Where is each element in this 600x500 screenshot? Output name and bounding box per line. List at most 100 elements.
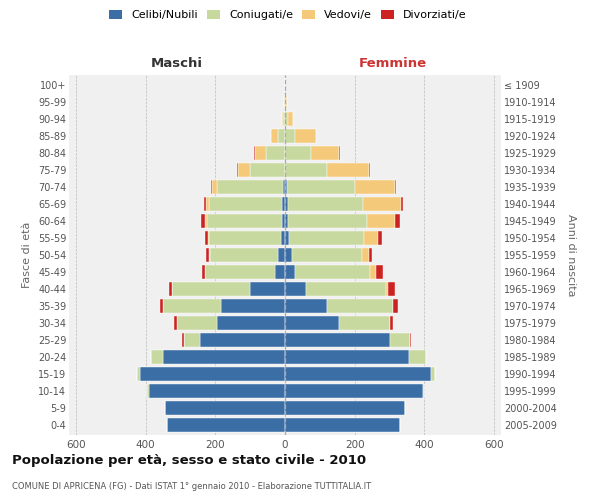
Bar (256, 146, 266, 160)
Bar (285, 163, 327, 177)
Bar (285, 299, 327, 313)
Bar (237, 163, 238, 177)
Bar (281, 214, 285, 228)
Bar (165, 401, 285, 415)
Bar (221, 299, 285, 313)
Bar (282, 112, 283, 126)
Bar (285, 231, 289, 245)
Bar (285, 248, 292, 262)
Text: Popolazione per età, sesso e stato civile - 2010: Popolazione per età, sesso e stato civil… (12, 454, 366, 467)
Bar (200, 333, 285, 347)
Bar (278, 248, 285, 262)
Bar (362, 248, 368, 262)
Bar (210, 248, 278, 262)
Bar (283, 112, 285, 126)
Bar (386, 282, 388, 296)
Bar (285, 112, 288, 126)
Bar (378, 231, 382, 245)
Bar (285, 146, 311, 160)
Bar (148, 384, 149, 398)
Bar (238, 163, 250, 177)
Bar (285, 384, 422, 398)
Text: Maschi: Maschi (151, 57, 203, 70)
Bar (174, 316, 177, 330)
Bar (367, 214, 395, 228)
Bar (389, 333, 410, 347)
Text: Femmine: Femmine (359, 57, 427, 70)
Bar (393, 299, 398, 313)
Bar (209, 248, 210, 262)
Bar (285, 95, 286, 109)
Bar (288, 197, 362, 211)
Bar (167, 418, 285, 432)
Bar (140, 367, 285, 381)
Bar (172, 282, 250, 296)
Bar (217, 316, 285, 330)
Bar (286, 95, 287, 109)
Bar (278, 129, 285, 143)
Text: COMUNE DI APRICENA (FG) - Dati ISTAT 1° gennaio 2010 - Elaborazione TUTTITALIA.I: COMUNE DI APRICENA (FG) - Dati ISTAT 1° … (12, 482, 371, 491)
Bar (395, 214, 400, 228)
Bar (409, 350, 426, 364)
Bar (266, 146, 285, 160)
Bar (306, 282, 386, 296)
Bar (151, 350, 163, 364)
Bar (149, 384, 285, 398)
Legend: Celibi/Nubili, Coniugati/e, Vedovi/e, Divorziati/e: Celibi/Nubili, Coniugati/e, Vedovi/e, Di… (105, 6, 471, 25)
Bar (281, 231, 285, 245)
Bar (284, 95, 285, 109)
Bar (311, 146, 339, 160)
Bar (209, 231, 281, 245)
Bar (422, 384, 424, 398)
Bar (275, 265, 285, 279)
Bar (250, 282, 285, 296)
Bar (410, 333, 412, 347)
Bar (177, 316, 217, 330)
Bar (205, 231, 208, 245)
Bar (327, 163, 368, 177)
Bar (285, 367, 431, 381)
Bar (285, 129, 295, 143)
Bar (389, 316, 393, 330)
Bar (431, 367, 435, 381)
Bar (205, 265, 275, 279)
Bar (292, 248, 362, 262)
Bar (368, 248, 372, 262)
Bar (295, 129, 316, 143)
Bar (285, 197, 288, 211)
Bar (339, 146, 340, 160)
Bar (355, 180, 395, 194)
Bar (285, 214, 289, 228)
Bar (364, 231, 378, 245)
Bar (327, 299, 393, 313)
Bar (217, 180, 283, 194)
Bar (401, 197, 403, 211)
Bar (282, 197, 285, 211)
Bar (287, 180, 355, 194)
Bar (208, 231, 209, 245)
Bar (285, 282, 306, 296)
Bar (202, 265, 205, 279)
Y-axis label: Fasce di età: Fasce di età (22, 222, 32, 288)
Bar (202, 214, 205, 228)
Bar (288, 112, 293, 126)
Bar (169, 282, 172, 296)
Bar (163, 299, 221, 313)
Bar (368, 163, 370, 177)
Bar (250, 163, 285, 177)
Bar (160, 299, 163, 313)
Bar (285, 316, 339, 330)
Bar (271, 129, 278, 143)
Bar (289, 214, 367, 228)
Bar (205, 214, 206, 228)
Bar (285, 265, 295, 279)
Bar (388, 282, 395, 296)
Bar (362, 197, 401, 211)
Bar (212, 180, 217, 194)
Bar (285, 350, 409, 364)
Bar (206, 248, 209, 262)
Bar (211, 180, 212, 194)
Bar (285, 180, 287, 194)
Bar (285, 333, 389, 347)
Bar (184, 333, 200, 347)
